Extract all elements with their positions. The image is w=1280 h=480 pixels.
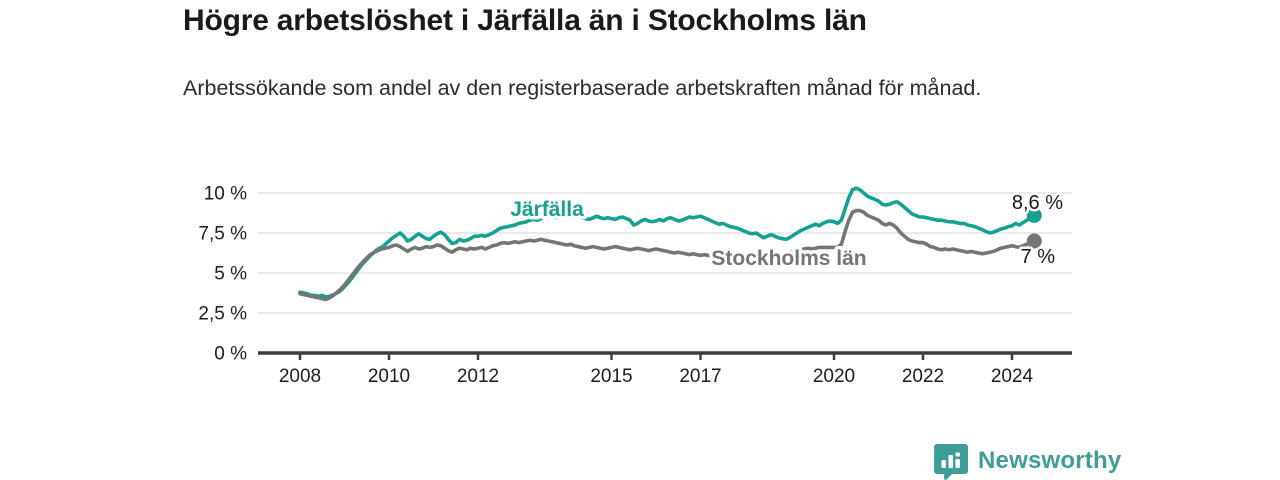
j-rf-lla-end-value-label: 8,6 % [1012, 192, 1063, 214]
branding: Newsworthy [933, 443, 1122, 480]
x-axis-tick-label: 2010 [368, 366, 410, 387]
y-axis-tick-label: 0 % [214, 344, 247, 365]
x-axis-tick-label: 2015 [590, 366, 632, 387]
x-axis-tick-label: 2022 [902, 366, 944, 387]
j-rf-lla-end-dot [1026, 207, 1042, 223]
stockholms-l-n-end-dot [1026, 233, 1042, 249]
x-axis-tick-label: 2012 [457, 366, 499, 387]
stockholms-l-n-line [298, 208, 1037, 302]
page-title: Högre arbetslöshet i Järfälla än i Stock… [183, 4, 867, 37]
stockholms-l-n-series-label: Stockholms län [711, 247, 866, 270]
x-axis-tick-label: 2024 [991, 366, 1034, 387]
stockholms-l-n-end-value-label: 7 % [1021, 246, 1056, 268]
j-rf-lla-series-label: Järfälla [510, 198, 584, 221]
x-axis-tick-label: 2008 [279, 366, 321, 387]
x-axis-tick-label: 2020 [813, 366, 855, 387]
chart-subtitle: Arbetssökande som andel av den registerb… [183, 76, 982, 100]
y-axis-tick-label: 10 % [204, 184, 247, 205]
y-axis-tick-label: 2,5 % [198, 304, 247, 325]
x-axis-tick-label: 2017 [679, 366, 721, 387]
newsworthy-wordmark: Newsworthy [978, 447, 1122, 474]
y-axis-tick-label: 7,5 % [198, 224, 247, 245]
newsworthy-logo-icon [934, 443, 968, 480]
j-rf-lla-line [298, 186, 1037, 299]
unemployment-line-chart: 0 % 2,5 % 5 % 7,5 % 10 % 2008 2010 2012 2015 2017… [198, 184, 1072, 387]
y-axis-tick-label: 5 % [214, 264, 247, 285]
